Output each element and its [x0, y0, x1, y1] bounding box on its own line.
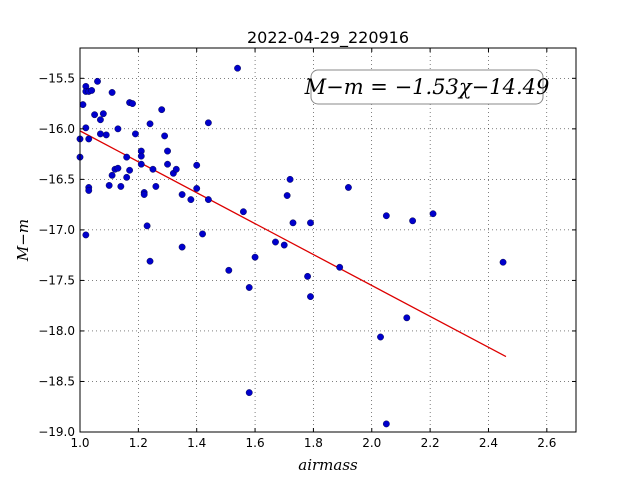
data-point	[382, 420, 390, 428]
y-axis-ticks: −15.5 −16.0 −16.5 −17.0 −17.5 −18.0 −18.5 −19.0	[38, 71, 576, 439]
data-point	[178, 191, 186, 198]
data-point	[499, 258, 507, 266]
data-point	[91, 111, 98, 119]
data-point	[204, 196, 212, 203]
x-axis-ticks: 1.0 1.2 1.4 1.6 1.8 2.0 2.2 2.4 2.6	[70, 48, 556, 450]
data-point	[225, 266, 233, 274]
data-point	[82, 231, 90, 239]
data-point	[99, 110, 107, 118]
data-point	[143, 222, 151, 230]
x-tick-label: 1.8	[304, 436, 323, 450]
data-point	[114, 164, 122, 172]
x-axis-label: airmass	[298, 456, 358, 474]
data-point	[204, 119, 212, 127]
plot-frame	[79, 47, 577, 433]
data-point	[193, 185, 201, 192]
x-tick-label: 2.0	[362, 436, 381, 450]
y-axis-label: M−m	[14, 219, 32, 262]
data-point	[164, 147, 171, 155]
data-point	[245, 284, 253, 291]
data-point	[178, 243, 186, 251]
data-point	[307, 293, 314, 300]
x-tick-label: 1.6	[246, 436, 265, 450]
x-tick-label: 2.2	[421, 436, 440, 450]
grid-lines	[79, 48, 576, 433]
data-point	[85, 187, 93, 194]
data-point	[88, 87, 96, 94]
data-point	[199, 230, 206, 238]
x-tick-label: 1.2	[129, 436, 148, 450]
annotation-text: M−m = −1.53χ−14.49	[304, 75, 550, 99]
chart-title: 2022-04-29_220916	[247, 28, 409, 48]
data-point	[245, 389, 253, 396]
data-point	[146, 257, 154, 265]
y-tick-label: −18.0	[38, 324, 75, 338]
data-point	[283, 192, 291, 199]
y-tick-label: −19.0	[38, 425, 75, 439]
annotation-box	[310, 69, 544, 105]
data-point	[114, 125, 122, 133]
data-point	[105, 182, 113, 189]
data-point	[345, 184, 352, 191]
data-point	[85, 135, 93, 143]
data-point	[140, 191, 148, 198]
x-tick-label: 1.4	[187, 436, 206, 450]
y-tick-label: −17.0	[38, 223, 75, 237]
x-tick-label: 2.4	[479, 436, 498, 450]
data-point	[97, 130, 104, 138]
data-point	[97, 116, 104, 124]
data-point	[382, 212, 390, 220]
data-point	[193, 161, 201, 169]
data-point	[429, 210, 437, 218]
data-point	[286, 175, 294, 183]
data-point	[272, 238, 279, 246]
data-point	[152, 183, 160, 190]
data-point	[280, 241, 288, 249]
y-tick-label: −16.0	[38, 122, 75, 136]
data-point	[132, 130, 139, 138]
x-tick-label: 2.6	[537, 436, 556, 450]
y-tick-label: −15.5	[38, 71, 75, 85]
data-point	[289, 219, 297, 227]
data-point	[304, 272, 311, 280]
data-point	[117, 183, 125, 190]
y-tick-label: −17.5	[38, 273, 75, 287]
data-point	[161, 132, 169, 140]
data-point	[164, 160, 171, 168]
data-point	[403, 314, 411, 322]
data-point	[108, 89, 116, 96]
x-tick-label: 1.0	[70, 436, 89, 450]
equation-annotation: M−m = −1.53χ−14.49	[304, 69, 550, 105]
data-point	[126, 166, 134, 174]
data-point	[123, 173, 131, 181]
data-point	[336, 263, 344, 271]
data-point	[79, 101, 87, 108]
data-point	[123, 153, 131, 161]
data-point	[82, 124, 90, 132]
data-point	[108, 171, 116, 179]
data-point	[137, 152, 145, 160]
data-point	[234, 64, 241, 72]
data-point	[251, 253, 259, 261]
data-point	[409, 217, 417, 225]
data-points	[76, 64, 507, 428]
data-point	[137, 160, 145, 168]
data-point	[172, 165, 180, 173]
y-tick-label: −16.5	[38, 172, 75, 186]
data-point	[129, 100, 136, 107]
data-point	[146, 120, 154, 128]
data-point	[94, 77, 101, 85]
y-tick-label: −18.5	[38, 374, 75, 388]
data-point	[377, 333, 384, 341]
data-point	[149, 165, 157, 173]
data-point	[158, 106, 166, 114]
data-point	[187, 196, 195, 203]
data-point	[102, 131, 110, 139]
data-point	[239, 208, 247, 216]
data-point	[307, 219, 314, 227]
